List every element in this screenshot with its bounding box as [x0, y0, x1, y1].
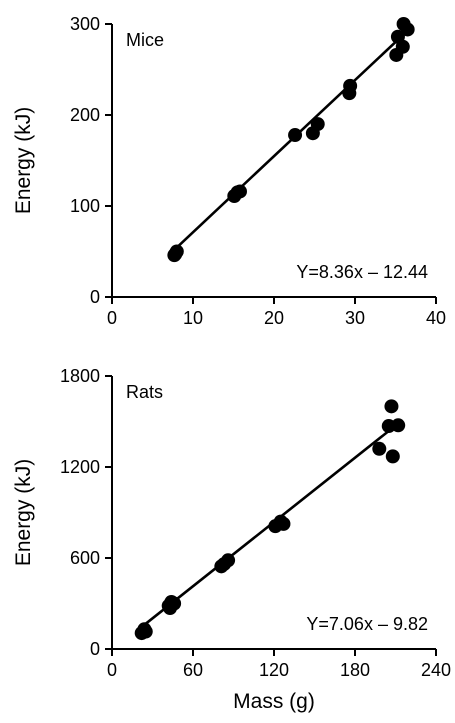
mice-y-tick-label: 300: [70, 14, 100, 34]
rats-x-tick-label: 60: [183, 660, 203, 680]
rats-panel: 0 60 120 180 240 0 600 1200 1800 Energy (kJ) Mass …: [12, 366, 451, 713]
mice-panel-label: Mice: [126, 30, 164, 50]
rats-y-tick-label: 1800: [60, 366, 100, 386]
mice-panel: 0 10 20 30 40 0 100 200 300 Energy (kJ) Mice Y=8.36…: [12, 14, 446, 328]
mice-data-point: [310, 117, 325, 132]
rats-panel-label: Rats: [126, 382, 163, 402]
mice-data-point: [343, 78, 358, 93]
rats-x-tick-label: 180: [340, 660, 370, 680]
mice-x-tick-label: 0: [107, 308, 117, 328]
mice-data-point: [400, 22, 415, 37]
mice-y-axis-title: Energy (kJ): [12, 107, 35, 214]
mice-x-tick-label: 30: [345, 308, 365, 328]
rats-data-point: [391, 418, 406, 433]
mice-x-tick-label: 40: [426, 308, 446, 328]
rats-data-point: [138, 624, 153, 639]
mice-axes: [111, 24, 436, 298]
mice-y-tick-label: 0: [90, 287, 100, 307]
mice-y-tick-label: 100: [70, 196, 100, 216]
mice-data-point: [232, 184, 247, 199]
rats-x-tick-label: 120: [259, 660, 289, 680]
mice-data-point: [167, 248, 182, 263]
rats-y-tick-label: 1200: [60, 457, 100, 477]
rats-axes: [111, 376, 436, 650]
rats-data-point: [221, 553, 236, 568]
rats-x-axis-title: Mass (g): [233, 690, 315, 713]
mice-y-tick-label: 200: [70, 105, 100, 125]
rats-x-tick-label: 0: [107, 660, 117, 680]
rats-y-tick-label: 600: [70, 548, 100, 568]
rats-y-tick-label: 0: [90, 639, 100, 659]
mice-x-tick-label: 20: [264, 308, 284, 328]
rats-data-point: [276, 516, 291, 531]
rats-regression-equation: Y=7.06x – 9.82: [306, 614, 428, 634]
mice-data-point: [395, 39, 410, 54]
mice-data-point: [288, 128, 303, 143]
rats-x-tick-label: 240: [421, 660, 451, 680]
rats-data-point: [372, 441, 387, 456]
mice-x-tick-label: 10: [183, 308, 203, 328]
rats-data-point: [163, 601, 178, 616]
rats-y-axis-title: Energy (kJ): [12, 459, 35, 566]
mice-regression-line: [171, 29, 409, 253]
rats-data-point: [385, 449, 400, 464]
rats-data-point: [384, 399, 399, 414]
mice-regression-equation: Y=8.36x – 12.44: [296, 262, 428, 282]
